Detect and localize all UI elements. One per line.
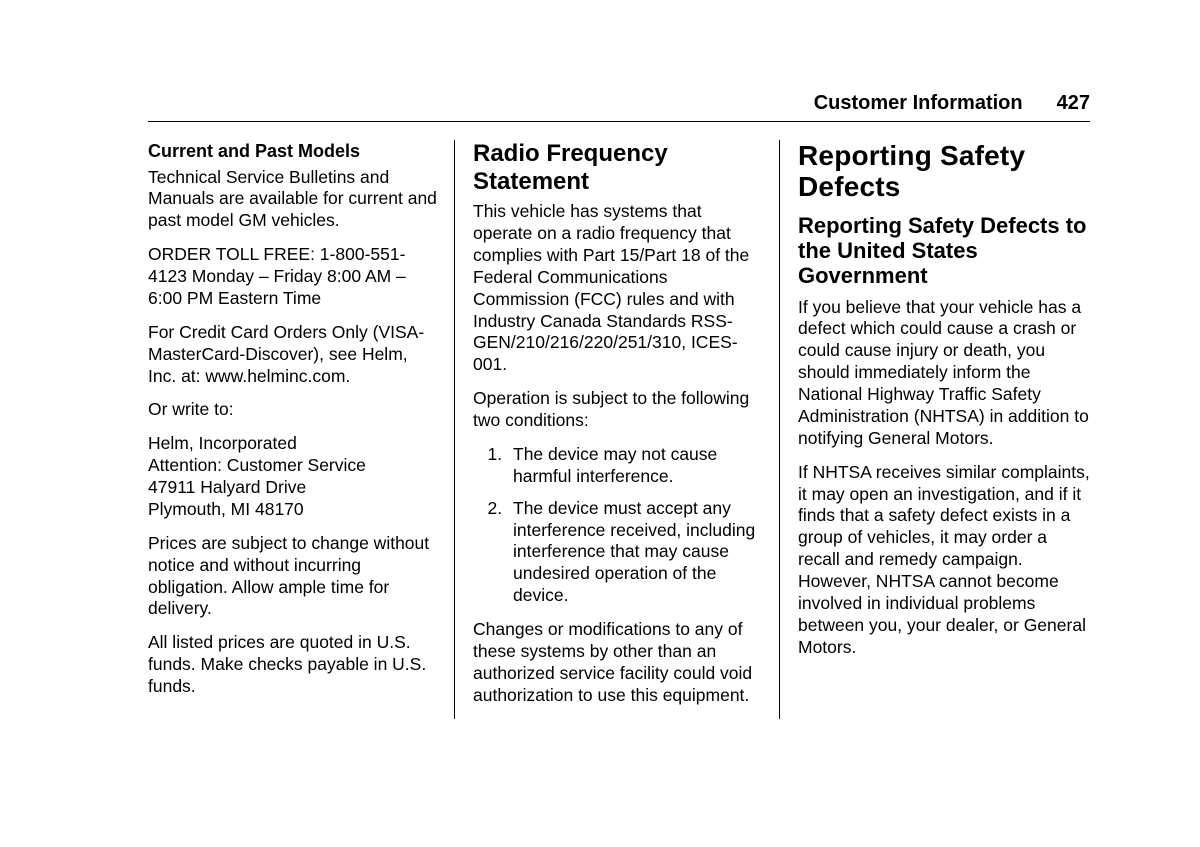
col3-section-heading: Reporting Safety Defects to the United S…: [798, 213, 1090, 289]
col2-paragraph: Changes or modifications to any of these…: [473, 619, 765, 707]
col1-paragraph: For Credit Card Orders Only (VISA-Master…: [148, 322, 440, 388]
col3-chapter-heading: Reporting Safety Defects: [798, 140, 1090, 203]
page-header: Customer Information 427: [148, 92, 1090, 122]
col1-paragraph: ORDER TOLL FREE: 1-800-551-4123 Monday –…: [148, 244, 440, 310]
col3-paragraph: If you believe that your vehicle has a d…: [798, 297, 1090, 450]
col1-paragraph: Prices are subject to change without not…: [148, 533, 440, 621]
col1-paragraph: Or write to:: [148, 399, 440, 421]
col3-paragraph: If NHTSA receives similar complaints, it…: [798, 462, 1090, 659]
col2-heading: Radio Frequency Statement: [473, 140, 765, 195]
header-section-title: Customer Information: [814, 92, 1023, 115]
header-page-number: 427: [1057, 92, 1090, 115]
col2-paragraph: Operation is subject to the following tw…: [473, 388, 765, 432]
column-2: Radio Frequency Statement This vehicle h…: [454, 140, 780, 719]
col1-heading: Current and Past Models: [148, 140, 440, 163]
list-item: The device must accept any interference …: [507, 498, 765, 607]
col2-conditions-list: The device may not cause harmful interfe…: [473, 444, 765, 607]
column-3: Reporting Safety Defects Reporting Safet…: [780, 140, 1090, 719]
list-item: The device may not cause harmful interfe…: [507, 444, 765, 488]
manual-page: Customer Information 427 Current and Pas…: [0, 0, 1200, 759]
col1-address: Helm, Incorporated Attention: Customer S…: [148, 433, 440, 521]
col1-paragraph: Technical Service Bulletins and Manuals …: [148, 167, 440, 233]
col1-paragraph: All listed prices are quoted in U.S. fun…: [148, 632, 440, 698]
content-columns: Current and Past Models Technical Servic…: [148, 140, 1090, 719]
column-1: Current and Past Models Technical Servic…: [148, 140, 454, 719]
col2-paragraph: This vehicle has systems that operate on…: [473, 201, 765, 376]
